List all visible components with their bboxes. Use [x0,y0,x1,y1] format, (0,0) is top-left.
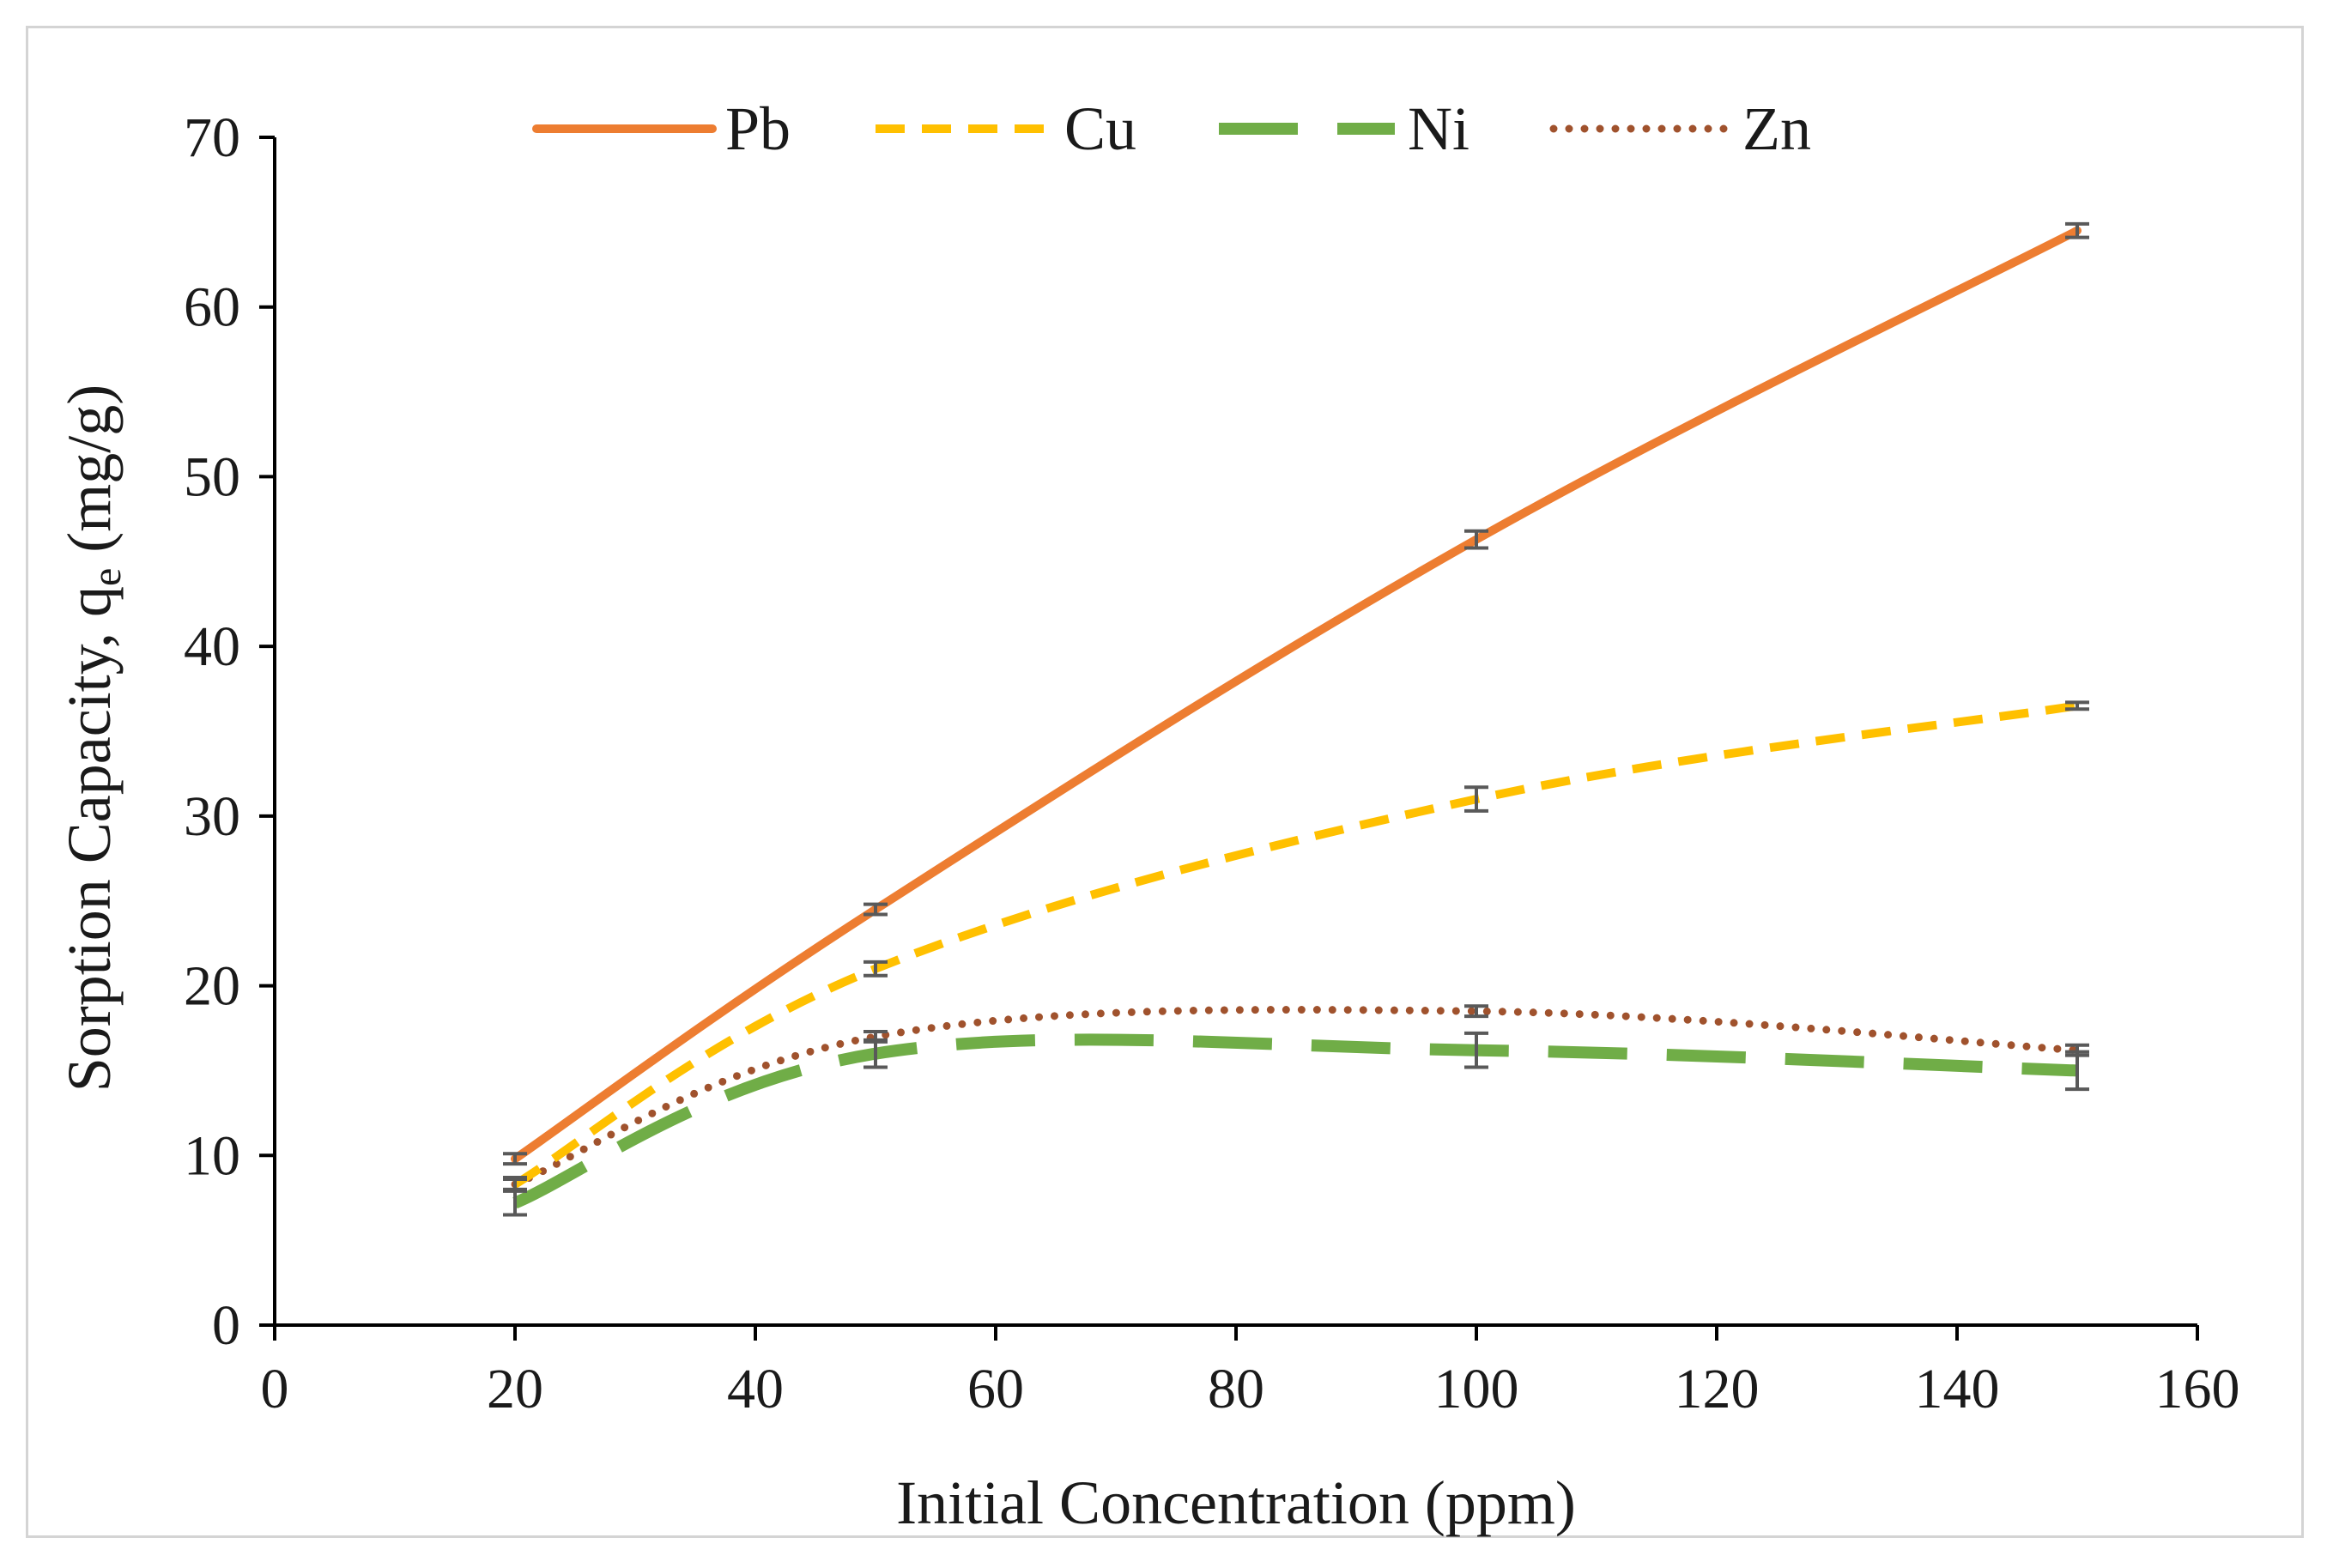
error-bar-zn [2065,1043,2089,1057]
y-tick-label: 0 [212,1294,240,1357]
error-bar-zn [864,1029,888,1044]
y-axis-title-unit: (mg/g) [55,384,124,568]
y-tick-labels: 0 10 20 30 40 50 60 70 [184,106,240,1357]
x-tick-label: 140 [1915,1358,2000,1420]
x-tick-label: 80 [1208,1358,1264,1420]
error-bar-zn [1464,1004,1488,1019]
error-bar-pb [503,1152,527,1166]
x-tick-label: 40 [727,1358,784,1420]
chart-frame [26,26,2304,1538]
error-bar-cu [1464,785,1488,813]
y-axis-title-main: Sorption Capacity, q [55,586,124,1092]
legend-label-zn: Zn [1742,94,1811,163]
error-bar-ni [1464,1031,1488,1069]
legend-item-ni: Ni [1219,94,1469,163]
x-tick-label: 0 [261,1358,289,1420]
y-tick-label: 20 [184,955,240,1018]
y-tick-label: 60 [184,276,240,339]
x-tick-labels: 0 20 40 60 80 100 120 140 160 [261,1358,2240,1420]
legend-label-pb: Pb [725,94,791,163]
x-tick-label: 20 [487,1358,543,1420]
axes [259,136,2199,1341]
error-bar-pb [1464,529,1488,550]
error-bars [503,221,2089,1217]
series-lines [511,226,2082,1209]
series-line-zn [511,1006,2082,1189]
legend-item-zn: Zn [1549,94,1811,163]
series-line-cu [512,701,2078,1189]
x-tick-label: 120 [1675,1358,1760,1420]
error-bar-cu [2065,700,2089,711]
error-bar-cu [864,960,888,978]
series-line-ni [512,1033,2078,1209]
y-axis-title: Sorption Capacity, qe (mg/g) [55,384,130,1093]
y-tick-label: 30 [184,785,240,848]
legend-label-ni: Ni [1408,94,1469,163]
x-axis-title: Initial Concentration (ppm) [896,1468,1576,1537]
legend-label-cu: Cu [1064,94,1136,163]
series-line-pb [511,226,2082,1164]
legend-item-cu: Cu [876,94,1136,163]
legend: Pb Cu Ni Zn [532,94,1811,163]
y-tick-label: 40 [184,615,240,678]
x-tick-label: 100 [1434,1358,1519,1420]
error-bar-zn [503,1177,527,1191]
x-tick-label: 60 [967,1358,1024,1420]
y-tick-label: 70 [184,106,240,169]
y-tick-label: 50 [184,445,240,508]
y-axis-title-subscript: e [84,568,130,586]
error-bar-pb [864,902,888,917]
y-tick-label: 10 [184,1124,240,1187]
error-bar-pb [2065,221,2089,239]
x-tick-label: 160 [2155,1358,2240,1420]
legend-item-pb: Pb [532,94,791,163]
